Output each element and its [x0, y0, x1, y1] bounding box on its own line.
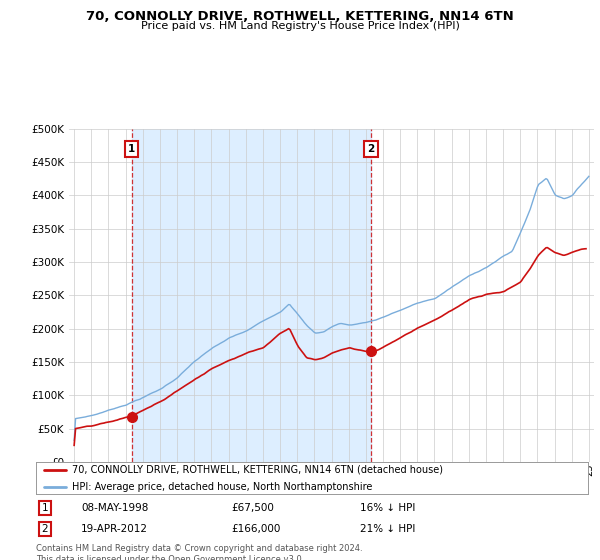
Text: HPI: Average price, detached house, North Northamptonshire: HPI: Average price, detached house, Nort…	[72, 482, 372, 492]
Bar	[131, 129, 371, 462]
Text: £67,500: £67,500	[231, 503, 274, 513]
Text: Contains HM Land Registry data © Crown copyright and database right 2024.
This d: Contains HM Land Registry data © Crown c…	[36, 544, 362, 560]
Text: 1: 1	[128, 144, 135, 154]
Text: 16% ↓ HPI: 16% ↓ HPI	[360, 503, 415, 513]
Text: Price paid vs. HM Land Registry's House Price Index (HPI): Price paid vs. HM Land Registry's House …	[140, 21, 460, 31]
Text: £166,000: £166,000	[231, 524, 280, 534]
Text: 2: 2	[367, 144, 374, 154]
Text: 19-APR-2012: 19-APR-2012	[81, 524, 148, 534]
Text: 70, CONNOLLY DRIVE, ROTHWELL, KETTERING, NN14 6TN: 70, CONNOLLY DRIVE, ROTHWELL, KETTERING,…	[86, 10, 514, 22]
Text: 2: 2	[41, 524, 49, 534]
Text: 08-MAY-1998: 08-MAY-1998	[81, 503, 148, 513]
Text: 21% ↓ HPI: 21% ↓ HPI	[360, 524, 415, 534]
Text: 1: 1	[41, 503, 49, 513]
Text: 70, CONNOLLY DRIVE, ROTHWELL, KETTERING, NN14 6TN (detached house): 70, CONNOLLY DRIVE, ROTHWELL, KETTERING,…	[72, 465, 443, 475]
